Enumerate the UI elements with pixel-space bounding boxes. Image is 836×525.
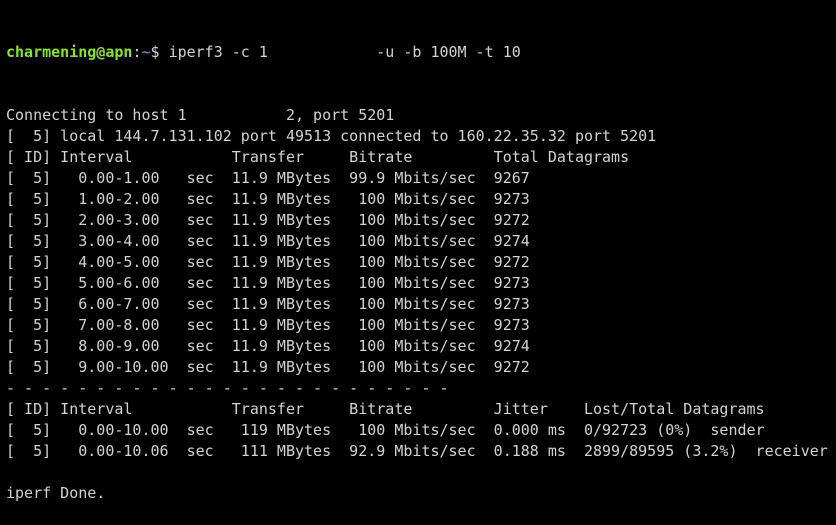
output-line: [ 5] 0.00-10.06 sec 111 MBytes 92.9 Mbit…	[6, 442, 828, 460]
prompt-symbol: $	[150, 43, 169, 61]
output-line: - - - - - - - - - - - - - - - - - - - - …	[6, 379, 449, 397]
output-line: [ 5] 0.00-1.00 sec 11.9 MBytes 99.9 Mbit…	[6, 169, 530, 187]
prompt-separator: :	[132, 43, 142, 61]
output-line: Connecting to host 1 2, port 5201	[6, 106, 395, 124]
prompt-user-host: charmening@apn	[6, 43, 133, 61]
output-line: [ 5] 0.00-10.00 sec 119 MBytes 100 Mbits…	[6, 421, 765, 439]
output-line: iperf Done.	[6, 484, 106, 502]
output-line: [ 5] 5.00-6.00 sec 11.9 MBytes 100 Mbits…	[6, 274, 530, 292]
output-line: [ ID] Interval Transfer Bitrate Jitter L…	[6, 400, 765, 418]
command-text: iperf3 -c 1 -u -b 100M -t 10	[168, 43, 521, 61]
output-line: [ 5] 2.00-3.00 sec 11.9 MBytes 100 Mbits…	[6, 211, 530, 229]
output-line: [ 5] 8.00-9.00 sec 11.9 MBytes 100 Mbits…	[6, 337, 530, 355]
output-line: [ 5] 7.00-8.00 sec 11.9 MBytes 100 Mbits…	[6, 316, 530, 334]
output-line: [ 5] 4.00-5.00 sec 11.9 MBytes 100 Mbits…	[6, 253, 530, 271]
output-line: [ 5] 1.00-2.00 sec 11.9 MBytes 100 Mbits…	[6, 190, 530, 208]
prompt-line: charmening@apn:~$ iperf3 -c 1 -u -b 100M…	[6, 42, 836, 63]
prompt-path: ~	[141, 43, 151, 61]
output-line: [ ID] Interval Transfer Bitrate Total Da…	[6, 148, 630, 166]
output-line: [ 5] 6.00-7.00 sec 11.9 MBytes 100 Mbits…	[6, 295, 530, 313]
output-line: [ 5] 9.00-10.00 sec 11.9 MBytes 100 Mbit…	[6, 358, 530, 376]
output-line: [ 5] local 144.7.131.102 port 49513 conn…	[6, 127, 657, 145]
output-line: [ 5] 3.00-4.00 sec 11.9 MBytes 100 Mbits…	[6, 232, 530, 250]
output-line	[6, 462, 836, 483]
